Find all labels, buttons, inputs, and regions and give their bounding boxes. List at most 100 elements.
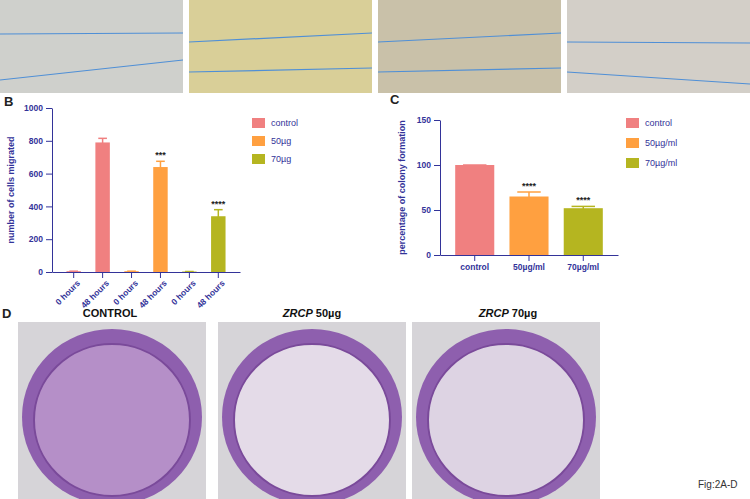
caption-italic: ZRCP (478, 307, 510, 319)
error-bar-cap (69, 270, 78, 272)
y-tick: 600 (29, 169, 52, 179)
x-tick-mark (474, 255, 475, 261)
error-bar (572, 206, 595, 210)
y-tick: 100 (417, 160, 440, 170)
photo (378, 0, 561, 93)
x-tick-label: 0 hours (111, 278, 140, 307)
bar (95, 142, 109, 272)
scratch-line (0, 33, 183, 34)
dish-rim (416, 329, 596, 499)
dish-well (428, 344, 584, 496)
x-tick-mark (160, 272, 161, 278)
y-tick-mark (46, 206, 52, 207)
error-bar (185, 271, 194, 272)
bar (455, 165, 494, 255)
dish-rim (22, 329, 202, 499)
y-tick-label: 50 (422, 205, 432, 215)
y-tick: 800 (29, 136, 52, 146)
photo (0, 0, 183, 93)
error-bar (156, 161, 165, 172)
x-tick-mark (73, 272, 74, 278)
photo (412, 322, 600, 499)
significance-label: **** (211, 199, 226, 209)
y-tick-label: 600 (29, 169, 43, 179)
dish-well (234, 344, 390, 496)
x-tick-mark (102, 272, 103, 278)
error-bar (517, 192, 540, 201)
y-tick: 50 (422, 205, 440, 215)
scratch-line (378, 33, 561, 42)
x-tick-label: control (460, 262, 489, 272)
bar (564, 208, 603, 255)
y-axis-line (52, 109, 53, 273)
scratch-line (378, 68, 561, 72)
significance-label: *** (155, 150, 166, 160)
x-tick: 0 hours (53, 272, 82, 307)
photo-row-a (0, 0, 750, 93)
y-axis-line (440, 121, 441, 256)
legend-swatch (252, 136, 265, 146)
legend-swatch (626, 118, 639, 128)
error-bar-cap (127, 270, 136, 272)
y-tick-label: 400 (29, 202, 43, 212)
x-tick-mark (189, 272, 190, 278)
y-tick: 0 (38, 267, 52, 277)
panel-label: B (4, 94, 13, 109)
y-tick-mark (46, 174, 52, 175)
plot-marks (66, 138, 225, 272)
bar (153, 167, 167, 272)
legend-label: 70µg/ml (645, 158, 677, 168)
error-bar-cap (463, 164, 486, 166)
y-tick-label: 0 (38, 267, 43, 277)
photo (189, 0, 372, 93)
y-axis-title: number of cells migrated (6, 136, 16, 243)
error-bar-stem (160, 161, 162, 172)
photo-caption: ZRCP 70µg (478, 307, 537, 319)
photo (567, 0, 750, 93)
y-tick-mark (434, 210, 440, 211)
figure-caption: Fig:2A-D (698, 479, 737, 490)
y-tick-label: 150 (417, 115, 431, 125)
y-tick-label: 200 (29, 234, 43, 244)
y-tick-label: 100 (417, 160, 431, 170)
legend-label: 70µg (271, 154, 291, 164)
error-bar (98, 138, 107, 146)
scratch-line (189, 68, 372, 72)
y-tick-label: 0 (426, 250, 431, 260)
photo (18, 322, 206, 499)
dish-rim (222, 329, 402, 499)
caption-text: 70µg (512, 307, 537, 319)
legend-swatch (252, 154, 265, 164)
y-tick: 1000 (24, 103, 52, 113)
x-tick-label: 48 hours (195, 278, 227, 310)
x-tick: 0 hours (169, 272, 198, 307)
error-bar-stem (218, 210, 220, 223)
figure: B*******020040060080010000 hours48 hours… (0, 0, 750, 499)
error-bar-cap (156, 161, 165, 163)
y-tick: 400 (29, 202, 52, 212)
x-tick: 50µg/ml (513, 255, 545, 272)
dish-well (34, 344, 190, 496)
x-tick: 70µg/ml (567, 255, 599, 272)
scratch-line (567, 42, 750, 43)
error-bar-cap (98, 138, 107, 140)
x-tick-mark (583, 255, 584, 261)
plot-marks (455, 165, 603, 255)
scratch-line (189, 33, 372, 42)
legend-swatch (626, 138, 639, 148)
error-bar-cap (572, 206, 595, 208)
x-tick: control (460, 255, 489, 272)
caption-italic: ZRCP (282, 307, 314, 319)
y-tick-mark (434, 165, 440, 166)
x-tick: 48 hours (195, 272, 227, 310)
scratch-line (0, 60, 183, 80)
panel-label: D (2, 306, 11, 321)
legend: control50µg/ml70µg/ml (626, 118, 677, 168)
y-tick-label: 1000 (24, 103, 43, 113)
legend-label: control (271, 118, 298, 128)
photo-caption: CONTROL (83, 307, 138, 319)
legend: control50µg70µg (252, 118, 298, 164)
y-axis: 0 50 100 150 (417, 115, 441, 260)
photo (218, 322, 406, 499)
panel-label: C (390, 92, 400, 107)
